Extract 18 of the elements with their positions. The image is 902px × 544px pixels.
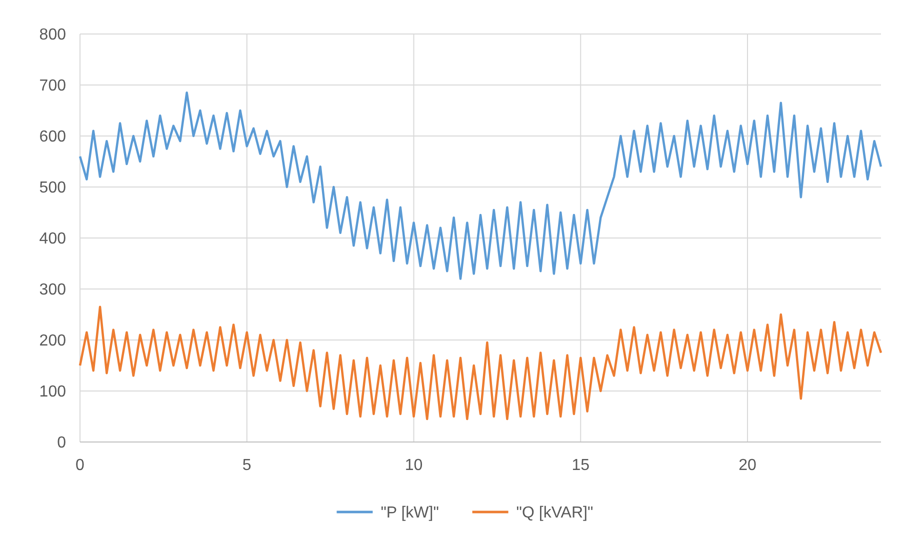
x-tick-label: 0 <box>76 457 85 474</box>
y-tick-label: 600 <box>39 128 66 146</box>
y-tick-label: 200 <box>39 332 66 350</box>
y-tick-label: 100 <box>39 384 66 401</box>
x-tick-label: 15 <box>572 457 590 474</box>
y-tick-label: 800 <box>39 26 66 44</box>
y-tick-label: 0 <box>57 434 66 452</box>
x-tick-label: 10 <box>404 457 423 474</box>
x-tick-label: 5 <box>242 457 252 474</box>
y-tick-label: 400 <box>39 230 66 248</box>
line-series <box>78 92 882 280</box>
x-tick-label: 20 <box>738 457 756 474</box>
y-tick-label: 300 <box>39 282 66 299</box>
y-tick-label: 500 <box>39 180 66 197</box>
line-series <box>78 306 882 420</box>
legend-label: "Q [kVAR]" <box>516 504 594 522</box>
legend-label: "P [kW]" <box>380 504 439 522</box>
y-tick-label: 700 <box>39 78 66 95</box>
